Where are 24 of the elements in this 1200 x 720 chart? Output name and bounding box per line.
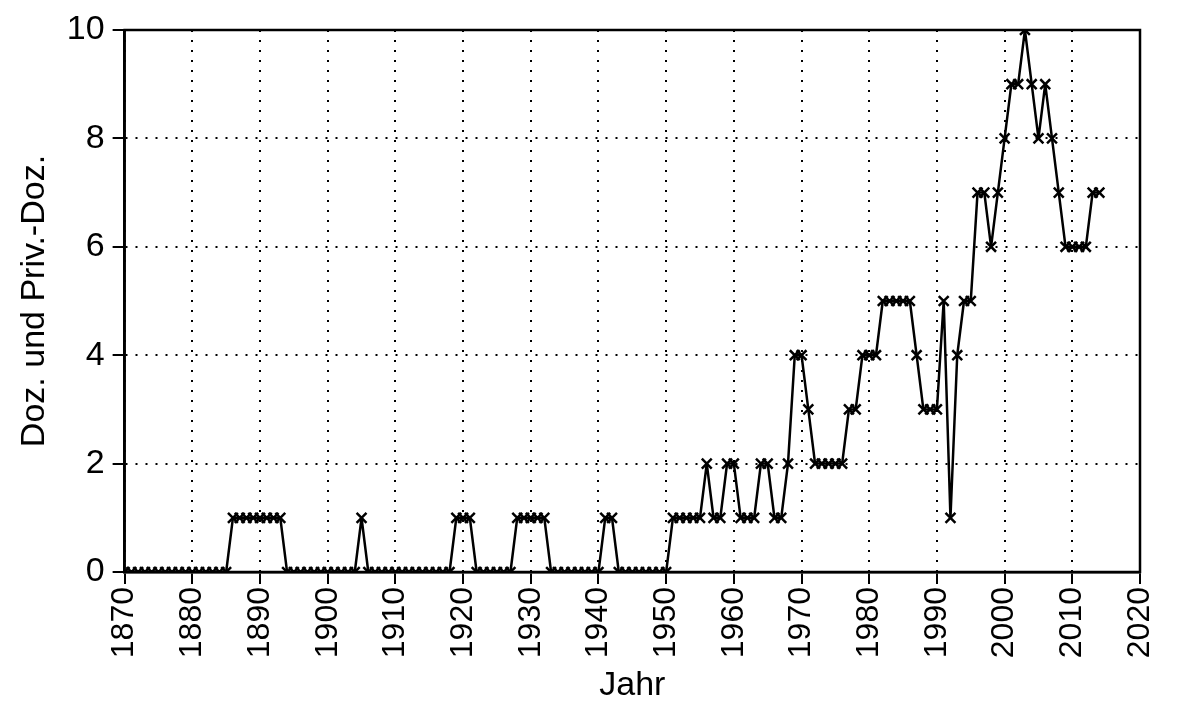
y-axis-title: Doz. und Priv.-Doz.	[12, 154, 51, 448]
y-tick-label: 2	[85, 441, 105, 480]
x-tick-label: 1970	[781, 587, 818, 659]
y-tick-label: 8	[85, 116, 105, 155]
x-tick-label: 1920	[442, 587, 479, 659]
x-tick-label: 1960	[713, 587, 750, 659]
x-axis-title: Jahr	[599, 663, 666, 702]
x-tick-label: 1870	[104, 587, 141, 659]
x-tick-label: 1890	[239, 587, 276, 659]
y-tick-label: 10	[66, 8, 105, 47]
x-tick-label: 1990	[916, 587, 953, 659]
y-tick-label: 6	[85, 225, 105, 264]
x-tick-label: 1910	[375, 587, 412, 659]
x-tick-label: 1900	[307, 587, 344, 659]
y-tick-label: 4	[85, 333, 105, 372]
x-tick-label: 2020	[1119, 587, 1156, 659]
x-tick-label: 2010	[1052, 587, 1089, 659]
x-tick-label: 1980	[849, 587, 886, 659]
x-tick-label: 1950	[645, 587, 682, 659]
x-tick-label: 1880	[172, 587, 209, 659]
x-tick-label: 2000	[984, 587, 1021, 659]
x-tick-label: 1930	[510, 587, 547, 659]
y-tick-label: 0	[85, 550, 105, 589]
x-tick-label: 1940	[578, 587, 615, 659]
